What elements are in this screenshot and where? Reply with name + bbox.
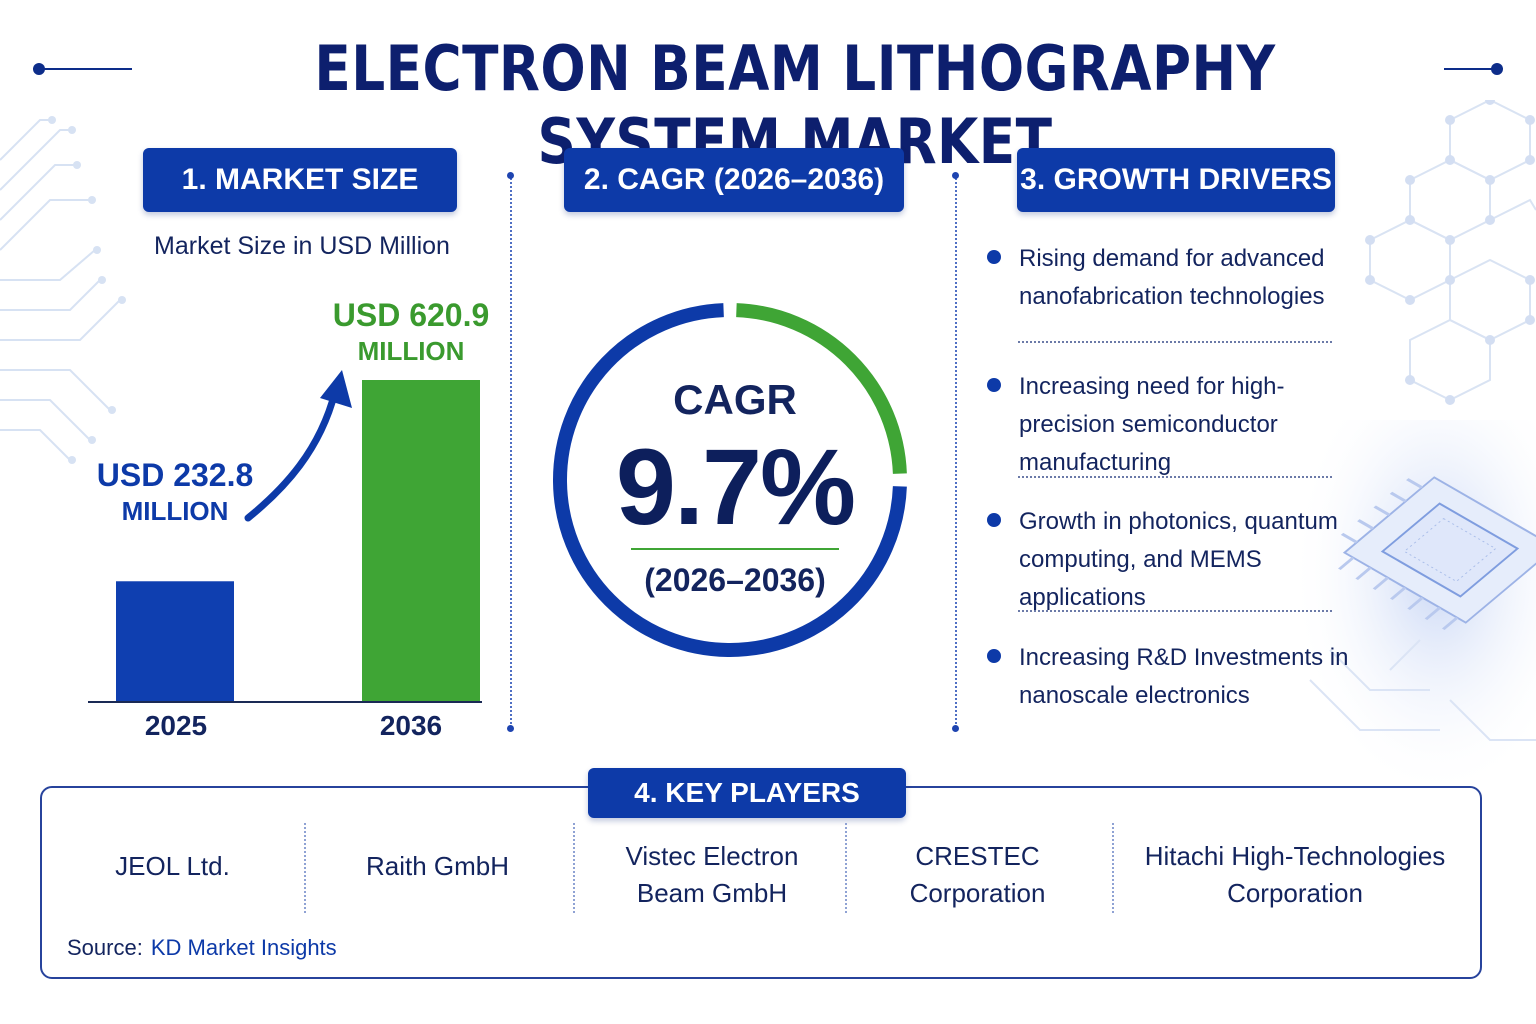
player-divider bbox=[304, 823, 306, 913]
key-player-name: Hitachi High-Technologies Corporation bbox=[1144, 841, 1446, 908]
key-players-header: 4. KEY PLAYERS bbox=[588, 768, 906, 818]
key-players-panel bbox=[40, 786, 1482, 979]
bar-2036-value: USD 620.9 bbox=[332, 297, 490, 333]
cagr-divider-line bbox=[631, 548, 839, 550]
key-player-name: Vistec Electron Beam GmbH bbox=[625, 841, 799, 908]
player-divider bbox=[845, 823, 847, 913]
driver-separator bbox=[1018, 610, 1332, 612]
cagr-header: 2. CAGR (2026–2036) bbox=[564, 148, 904, 212]
cagr-value: 9.7% bbox=[615, 426, 856, 547]
growth-arrow-head-icon bbox=[320, 370, 352, 408]
key-player-name: JEOL Ltd. bbox=[115, 851, 230, 881]
donut-segment-1 bbox=[553, 303, 907, 657]
title-right-line bbox=[1444, 68, 1496, 70]
year-label-2036: 2036 bbox=[379, 710, 443, 741]
source-line: Source: KD Market Insights bbox=[67, 935, 337, 961]
player-divider bbox=[573, 823, 575, 913]
growth-driver-text: Increasing R&D Investments in nanoscale … bbox=[1019, 644, 1349, 709]
bar-2025-value: USD 232.8 bbox=[96, 457, 254, 493]
year-label-2025: 2025 bbox=[144, 710, 208, 741]
divider-left bbox=[510, 178, 512, 728]
growth-drivers-header: 3. GROWTH DRIVERS bbox=[1017, 148, 1335, 212]
title-left-dot bbox=[33, 63, 45, 75]
growth-arrow-icon bbox=[244, 388, 339, 522]
growth-driver-text: Increasing need for high-precision semic… bbox=[1019, 373, 1285, 476]
divider-right-top-dot bbox=[952, 172, 959, 179]
market-size-bar-chart bbox=[88, 370, 482, 703]
bar-2036 bbox=[362, 380, 480, 702]
market-size-subtitle: Market Size in USD Million bbox=[154, 232, 450, 260]
bullet-dot-icon bbox=[987, 513, 1001, 527]
growth-driver-text: Growth in photonics, quantum computing, … bbox=[1019, 508, 1338, 611]
bar-2025-value-label: USD 232.8 MILLION bbox=[95, 456, 255, 528]
title-right-dot bbox=[1491, 63, 1503, 75]
divider-left-top-dot bbox=[507, 172, 514, 179]
key-player-name: Raith GmbH bbox=[365, 851, 510, 881]
bullet-dot-icon bbox=[987, 378, 1001, 392]
bullet-dot-icon bbox=[987, 250, 1001, 264]
divider-left-bottom-dot bbox=[507, 725, 514, 732]
player-divider bbox=[1112, 823, 1114, 913]
growth-driver-text: Rising demand for advanced nanofabricati… bbox=[1019, 245, 1325, 310]
cagr-label: CAGR bbox=[673, 376, 797, 423]
cagr-donut-chart bbox=[553, 303, 907, 657]
market-size-header: 1. MARKET SIZE bbox=[143, 148, 457, 212]
driver-separator bbox=[1018, 341, 1332, 343]
divider-right-bottom-dot bbox=[952, 725, 959, 732]
bar-2025-unit: MILLION bbox=[121, 496, 229, 526]
donut-segment-0 bbox=[736, 303, 907, 474]
bar-2036-value-label: USD 620.9 MILLION bbox=[331, 296, 491, 368]
driver-separator bbox=[1018, 476, 1332, 478]
cagr-period: (2026–2036) bbox=[644, 562, 826, 598]
title-left-line bbox=[40, 68, 132, 70]
source-label: Source: bbox=[67, 935, 143, 960]
divider-right bbox=[955, 178, 957, 728]
title-row: ELECTRON BEAM LITHOGRAPHY SYSTEM MARKET bbox=[0, 28, 1536, 178]
key-player-name: CRESTEC Corporation bbox=[909, 841, 1046, 908]
source-name: KD Market Insights bbox=[150, 935, 337, 960]
bullet-dot-icon bbox=[987, 649, 1001, 663]
bar-2036-unit: MILLION bbox=[357, 336, 465, 366]
bar-2025 bbox=[116, 581, 234, 702]
